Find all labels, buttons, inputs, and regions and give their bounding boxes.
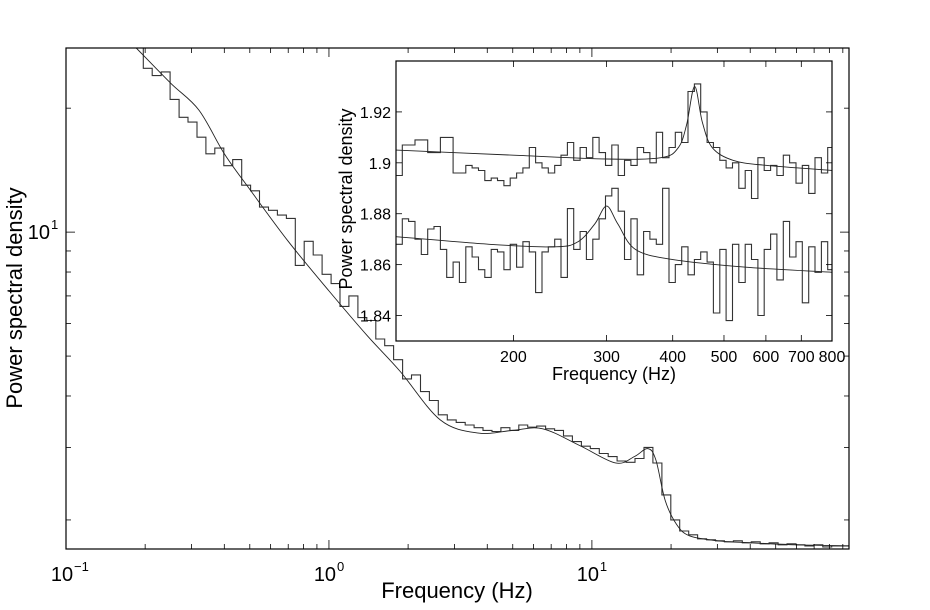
- series-lower-histogram: [396, 187, 832, 322]
- y-tick-label: 1.86: [360, 258, 391, 275]
- x-tick-label: 400: [659, 349, 686, 366]
- x-tick-label: 10: [314, 564, 336, 586]
- y-tick-label: 1.84: [360, 309, 391, 326]
- series-upper-fit: [396, 86, 832, 171]
- y-tick-label: 1.92: [360, 105, 391, 122]
- inset-plot: 200 300 400 500 600 700 800 1.84 1.86 1.88 1.9 1.92…: [336, 60, 846, 384]
- y-tick-label: 1.88: [360, 207, 391, 224]
- x-tick-label: 300: [593, 349, 620, 366]
- x-tick-label: 500: [711, 349, 738, 366]
- main-plot: 10 −1 10 0 10 110 1 Frequency (Hz) Power spect…: [2, 47, 850, 603]
- inset-x-axis-label: Frequency (Hz): [552, 364, 676, 384]
- main-y-axis-label: Power spectral density: [2, 187, 27, 408]
- x-tick-label: 10: [51, 564, 73, 586]
- y-tick-label-exponent: 1: [51, 217, 58, 232]
- x-tick-label-exponent: 1: [600, 559, 607, 574]
- series-upper-histogram: [396, 83, 832, 200]
- inset-y-axis-label: Power spectral density: [336, 108, 356, 289]
- series-lower-fit: [396, 205, 832, 273]
- y-tick-label: 1.9: [369, 156, 391, 173]
- x-tick-label: 10: [577, 564, 599, 586]
- x-tick-label: 700: [788, 349, 815, 366]
- x-tick-label: 200: [500, 349, 527, 366]
- x-tick-label-exponent: 0: [337, 559, 344, 574]
- y-tick-label: 10: [28, 222, 50, 244]
- x-tick-label-exponent: −1: [74, 559, 89, 574]
- series-fit: [135, 48, 849, 547]
- x-tick-label: 800: [819, 349, 846, 366]
- main-x-axis-label: Frequency (Hz): [381, 578, 533, 603]
- main-axes-frame: [65, 47, 850, 550]
- inset-axes-frame: [395, 60, 833, 342]
- x-tick-label: 600: [753, 349, 780, 366]
